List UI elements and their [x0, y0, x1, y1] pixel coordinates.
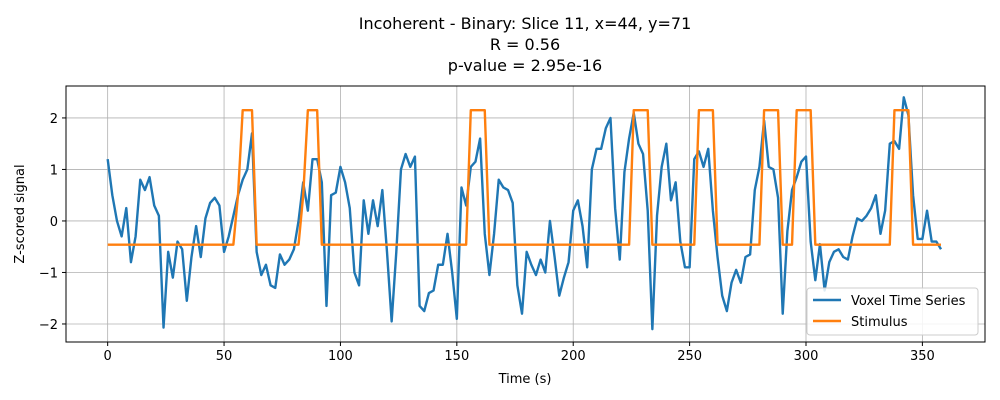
chart-title-line-2: R = 0.56 [490, 35, 560, 54]
x-tick-label: 250 [677, 349, 702, 364]
x-tick-label: 300 [794, 349, 819, 364]
x-tick-label: 100 [328, 349, 353, 364]
chart-title-line-1: Incoherent - Binary: Slice 11, x=44, y=7… [359, 14, 692, 33]
plot-series [106, 96, 943, 331]
x-tick-label: 200 [561, 349, 586, 364]
y-tick-label: 2 [50, 112, 58, 127]
x-tick-label: 50 [216, 349, 233, 364]
legend-box [806, 287, 979, 336]
legend-label-voxel-time-series: Voxel Time Series [851, 294, 966, 309]
y-axis-label: Z-scored signal [13, 164, 28, 263]
x-axis-label: Time (s) [498, 372, 552, 387]
x-tick-label: 350 [910, 349, 935, 364]
y-tick-label: −2 [39, 318, 58, 333]
series-line-stimulus [107, 109, 942, 246]
legend: Voxel Time Series Stimulus [806, 287, 979, 336]
y-tick-label: −1 [39, 266, 58, 281]
chart-title-line-3: p-value = 2.95e-16 [448, 56, 602, 75]
plot-frame [65, 85, 986, 343]
legend-label-stimulus: Stimulus [851, 315, 908, 330]
y-tick-label: 1 [50, 163, 58, 178]
y-tick-label: 0 [50, 215, 58, 230]
series-line-voxel-time-series [106, 96, 943, 331]
axis-ticks: 0 50 100 150 200 250 300 350 −2 −1 0 1 2 [39, 112, 935, 364]
x-tick-label: 0 [104, 349, 112, 364]
x-tick-label: 150 [444, 349, 469, 364]
